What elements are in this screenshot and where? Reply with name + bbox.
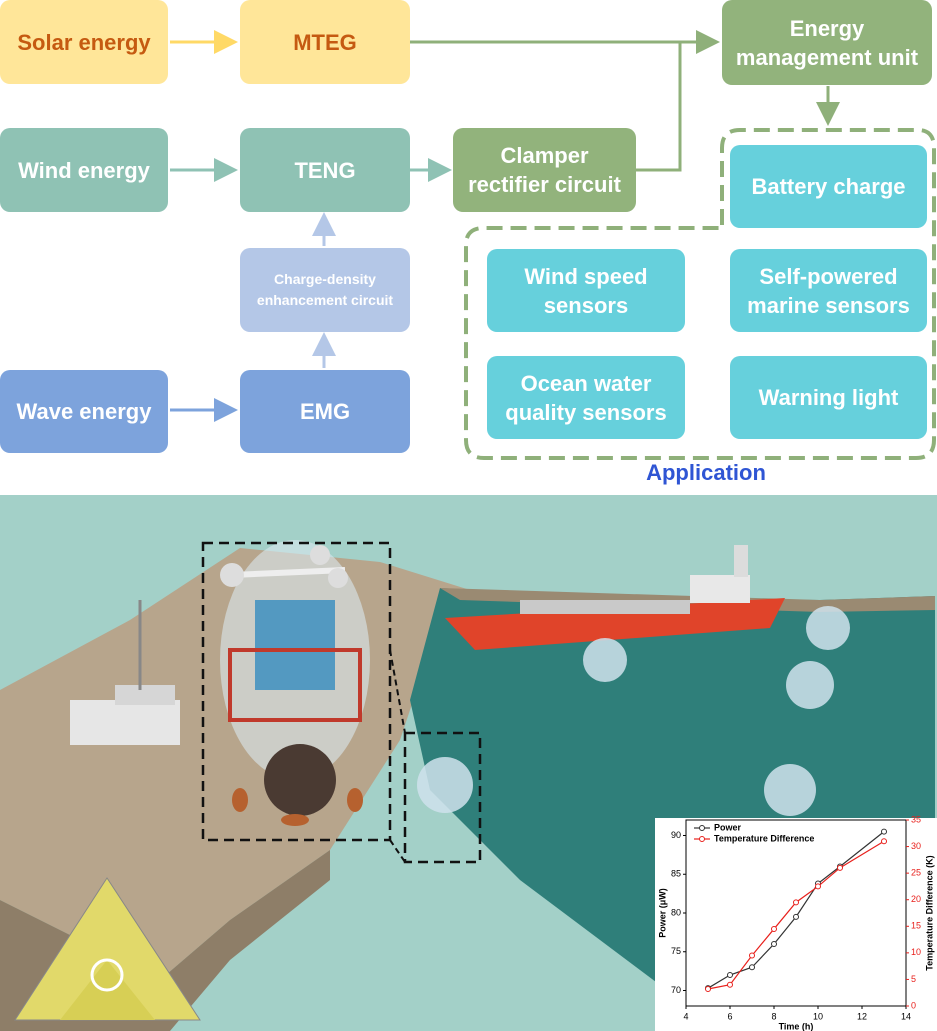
node-label: MTEG xyxy=(293,29,357,55)
node-label: Energy xyxy=(789,15,865,41)
node-label: Charge-density xyxy=(274,271,376,287)
node-label: enhancement circuit xyxy=(256,292,394,308)
node-box: Clamper rectifier circuit xyxy=(453,128,636,212)
node-label: quality sensors xyxy=(505,399,667,425)
node-box: Self-powered marine sensors xyxy=(730,249,927,332)
node-box: Battery charge xyxy=(730,145,927,228)
y2-tick-label: 0 xyxy=(911,1000,916,1010)
node-label: Wave energy xyxy=(16,399,152,424)
application-label: Application xyxy=(646,460,766,485)
y-tick-label: 90 xyxy=(671,830,681,840)
node-box: EMG xyxy=(240,370,410,453)
node-label: Ocean water xyxy=(520,370,652,396)
legend-marker xyxy=(699,825,705,831)
y2-tick-label: 35 xyxy=(911,814,921,824)
legend-label: Temperature Difference xyxy=(714,833,814,843)
series-marker xyxy=(727,981,733,988)
x-tick-label: 10 xyxy=(813,1011,823,1021)
series-marker xyxy=(749,964,755,971)
y-tick-label: 80 xyxy=(671,907,681,917)
x-tick-label: 6 xyxy=(727,1011,732,1021)
y2-tick-label: 5 xyxy=(911,974,916,984)
x-tick-label: 4 xyxy=(683,1011,688,1021)
node-label: Self-powered xyxy=(759,263,898,289)
series-marker xyxy=(793,913,799,920)
series-marker xyxy=(881,828,887,835)
series-marker xyxy=(771,941,777,947)
node-box: Wind energy xyxy=(0,128,168,212)
y-tick-label: 70 xyxy=(671,985,681,995)
node-box: MTEG xyxy=(240,0,410,84)
node-label: Warning light xyxy=(758,385,899,410)
node-label: Wind speed xyxy=(524,263,648,289)
node-box: Energy management unit xyxy=(722,0,932,85)
y2-axis-label: Temperature Difference (K) xyxy=(924,855,934,970)
node-label: EMG xyxy=(299,399,351,424)
series-marker xyxy=(705,985,711,992)
legend-marker xyxy=(699,836,705,842)
x-tick-label: 12 xyxy=(857,1011,867,1021)
inset-chart: 4 6 8 10 12 14 70 75 80 85 90 0 5 10 15 20 25 30 35 Time (h… xyxy=(655,814,937,1031)
node-label: Solar energy xyxy=(17,29,151,55)
series-line xyxy=(707,840,885,990)
y2-tick-label: 10 xyxy=(911,947,921,957)
series-marker xyxy=(793,899,799,906)
node-label: Battery charge xyxy=(751,174,906,199)
x-axis-label: Time (h) xyxy=(779,1021,814,1031)
node-box: Solar energy xyxy=(0,0,168,84)
x-tick-label: 14 xyxy=(901,1011,911,1021)
node-label: TENG xyxy=(294,157,356,183)
node-label: Wind energy xyxy=(18,157,150,183)
y-axis-label: Power (μW) xyxy=(657,888,667,938)
node-box: Charge-density enhancement circuit xyxy=(240,248,410,332)
node-label: Clamper xyxy=(500,143,589,168)
series-marker xyxy=(837,864,843,871)
series-marker xyxy=(881,838,887,845)
node-box: Warning light xyxy=(730,356,927,439)
node-label: management unit xyxy=(735,44,919,70)
y2-tick-label: 25 xyxy=(911,868,921,878)
series-line xyxy=(707,831,885,989)
node-box: Ocean water quality sensors xyxy=(487,356,685,439)
node-label: sensors xyxy=(543,292,629,318)
node-label: rectifier circuit xyxy=(468,172,621,197)
y-tick-label: 75 xyxy=(671,946,681,956)
node-box: Wind speed sensors xyxy=(487,249,685,332)
legend-label: Power xyxy=(714,822,742,832)
series-marker xyxy=(727,972,733,978)
y-tick-label: 85 xyxy=(671,869,681,879)
node-label: marine sensors xyxy=(747,292,910,318)
series-marker xyxy=(749,952,755,959)
series-marker xyxy=(771,925,777,932)
y2-tick-label: 20 xyxy=(911,894,921,904)
series-marker xyxy=(815,883,821,890)
node-box: Wave energy xyxy=(0,370,168,453)
arrows xyxy=(170,30,936,460)
y2-tick-label: 30 xyxy=(911,841,921,851)
illustration xyxy=(0,495,937,1031)
node-box: TENG xyxy=(240,128,410,212)
x-tick-label: 8 xyxy=(771,1011,776,1021)
y2-tick-label: 15 xyxy=(911,921,921,931)
